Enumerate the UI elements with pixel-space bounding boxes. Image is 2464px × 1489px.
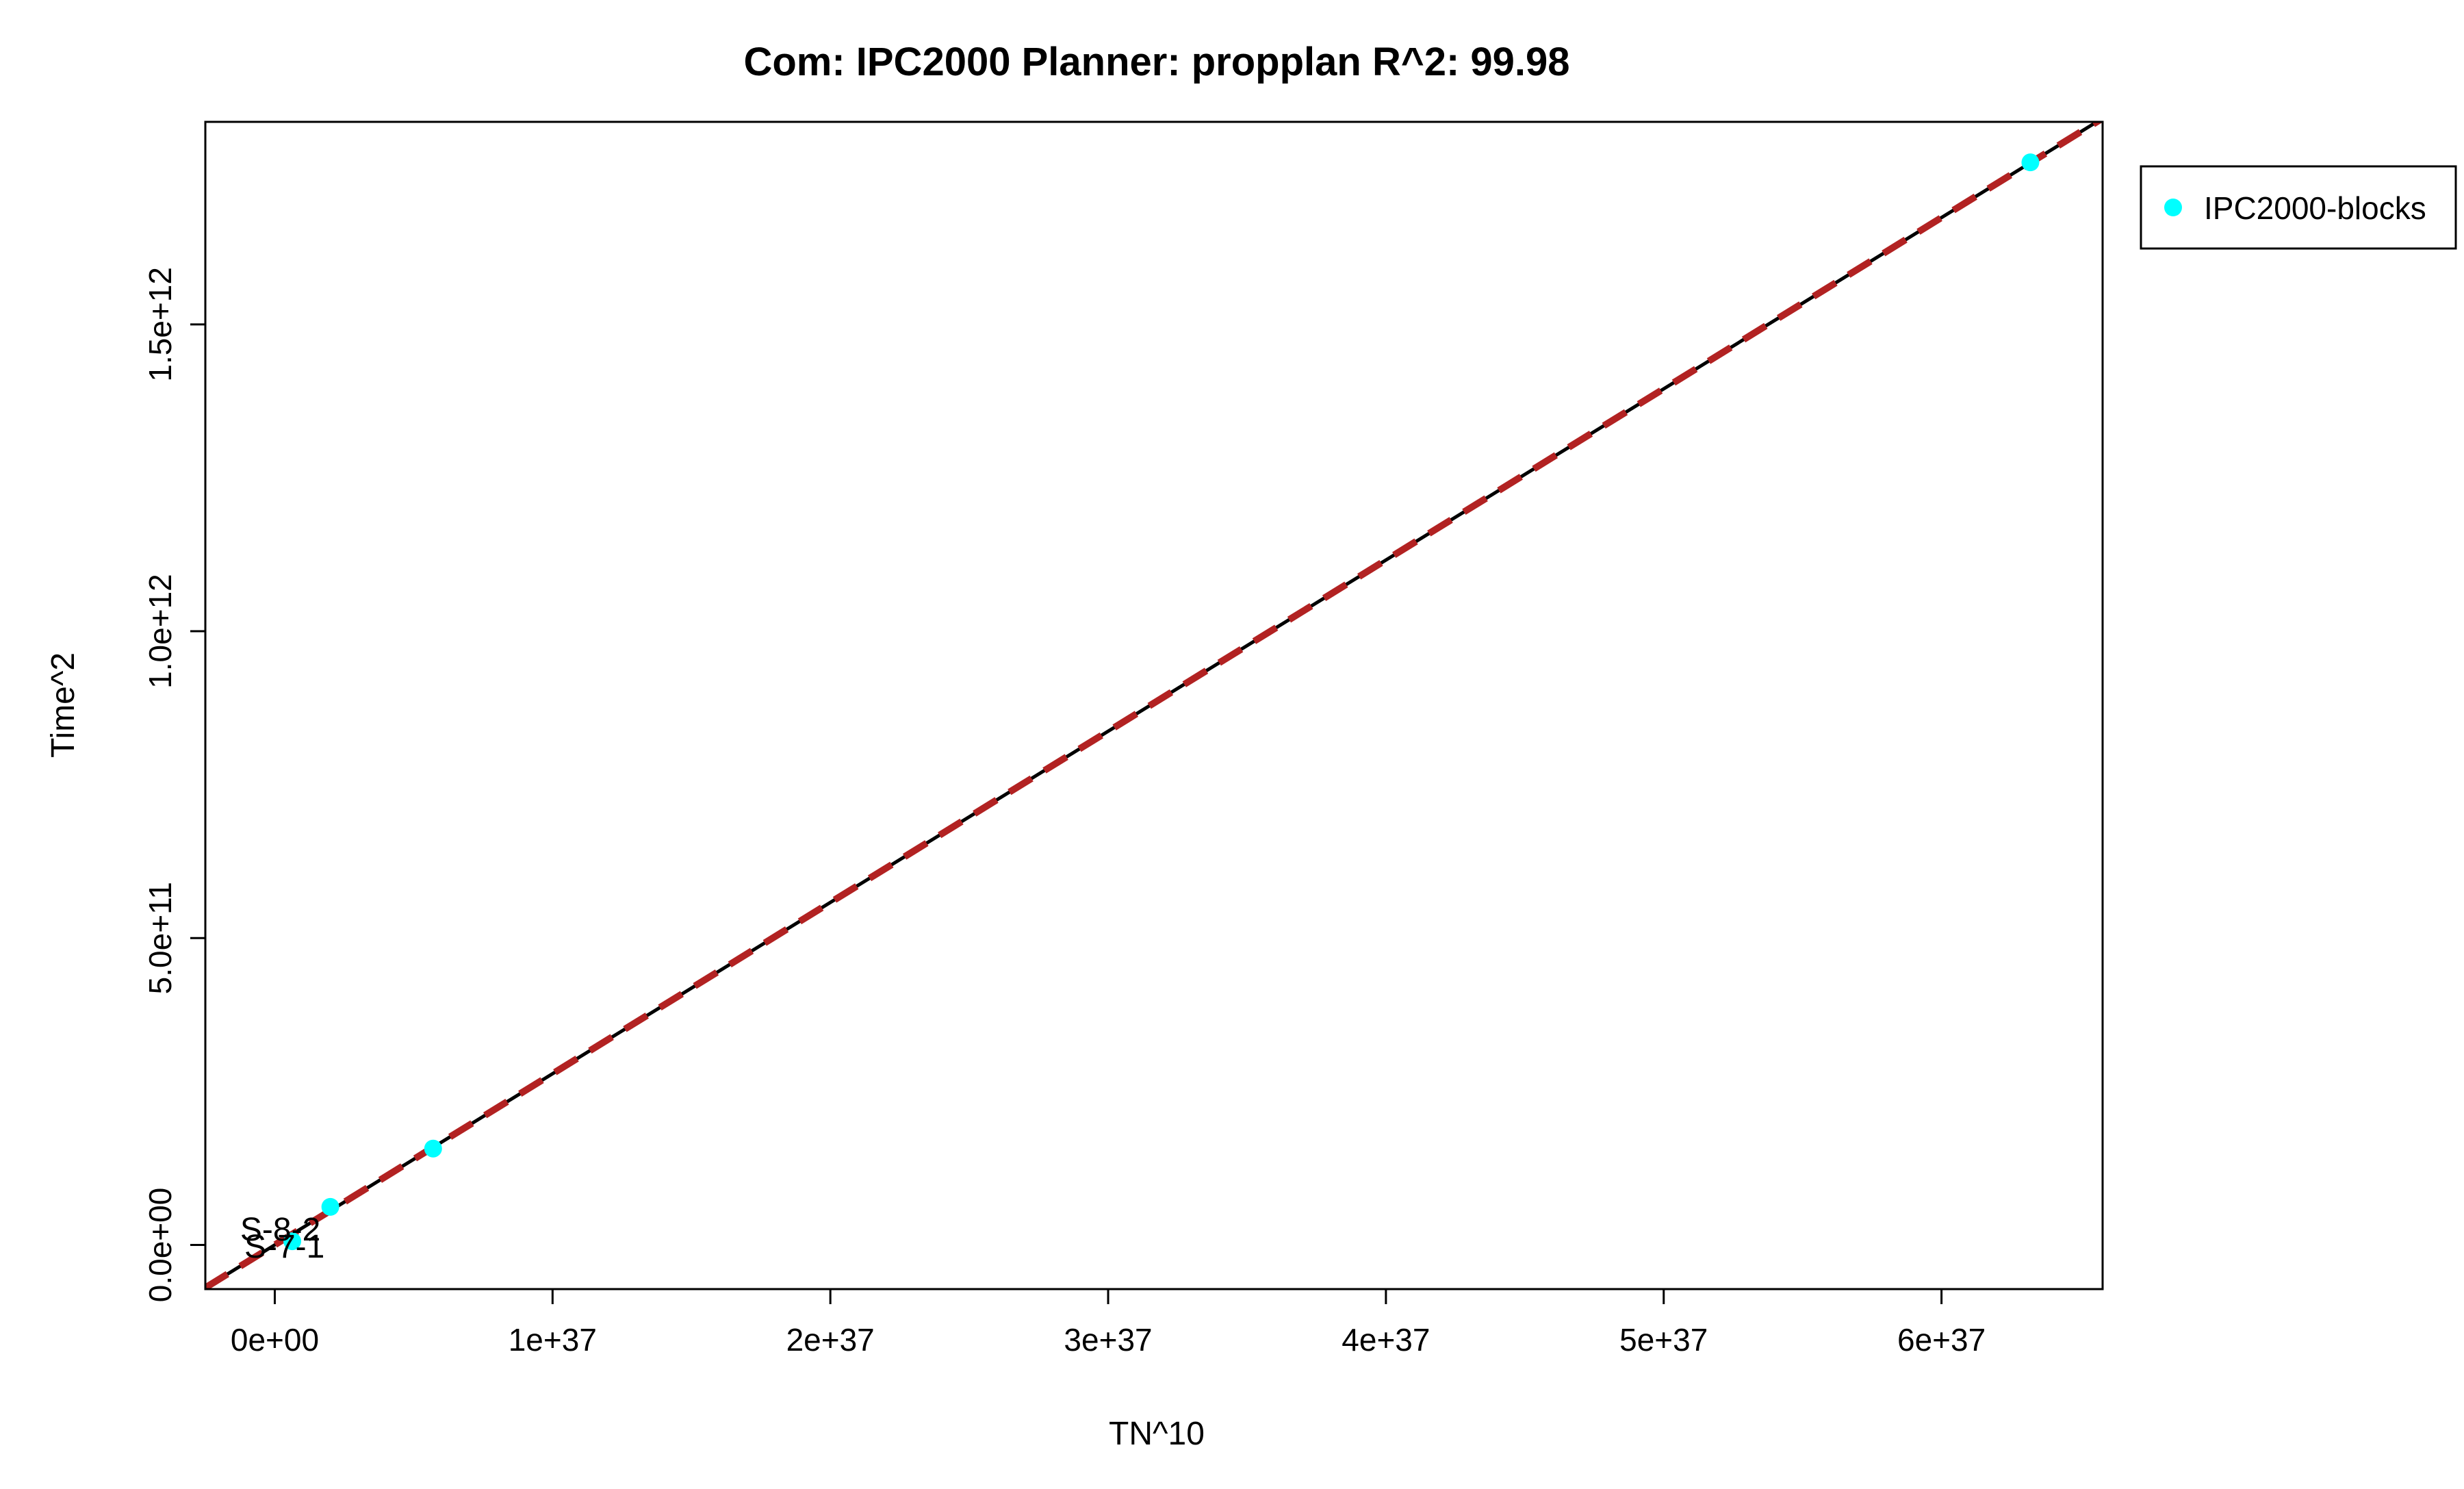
data-point <box>283 1232 302 1251</box>
data-point <box>321 1197 339 1216</box>
point-label: S-8-2 <box>240 1212 320 1248</box>
chart-title: Com: IPC2000 Planner: propplan R^2: 99.9… <box>743 40 1569 84</box>
y-tick-label: 1.5e+12 <box>142 267 178 382</box>
x-axis-label: TN^10 <box>1109 1416 1205 1452</box>
x-tick-label: 0e+00 <box>231 1322 319 1358</box>
x-tick-label: 1e+37 <box>509 1322 597 1358</box>
x-tick-label: 3e+37 <box>1064 1322 1152 1358</box>
x-tick-label: 2e+37 <box>786 1322 875 1358</box>
x-tick-label: 5e+37 <box>1619 1322 1708 1358</box>
x-tick-label: 4e+37 <box>1342 1322 1430 1358</box>
legend-box <box>2140 165 2457 250</box>
y-tick-label: 5.0e+11 <box>142 882 178 994</box>
legend-marker <box>2164 199 2182 216</box>
data-point <box>424 1139 442 1158</box>
x-tick-label: 6e+37 <box>1897 1322 1986 1358</box>
y-tick-label: 0.0e+00 <box>142 1188 178 1303</box>
data-point <box>2021 153 2040 172</box>
y-axis-label: Time^2 <box>45 652 81 758</box>
x-axis: 0e+00 1e+37 2e+37 3e+37 4e+37 5e+37 6e+37 <box>231 1289 1986 1358</box>
point-label: S-7-1 <box>244 1229 324 1265</box>
y-axis: 0.0e+00 5.0e+11 1.0e+12 1.5e+12 <box>142 267 205 1302</box>
fit-line-dashed <box>205 122 2103 1289</box>
legend: IPC2000-blocks <box>2140 165 2457 250</box>
y-tick-label: 1.0e+12 <box>142 574 178 689</box>
plot-area: S-8-2S-7-1 <box>205 122 2103 1289</box>
plot-content <box>205 122 2103 1289</box>
legend-label: IPC2000-blocks <box>2204 190 2426 226</box>
plot-frame <box>204 120 2104 1290</box>
